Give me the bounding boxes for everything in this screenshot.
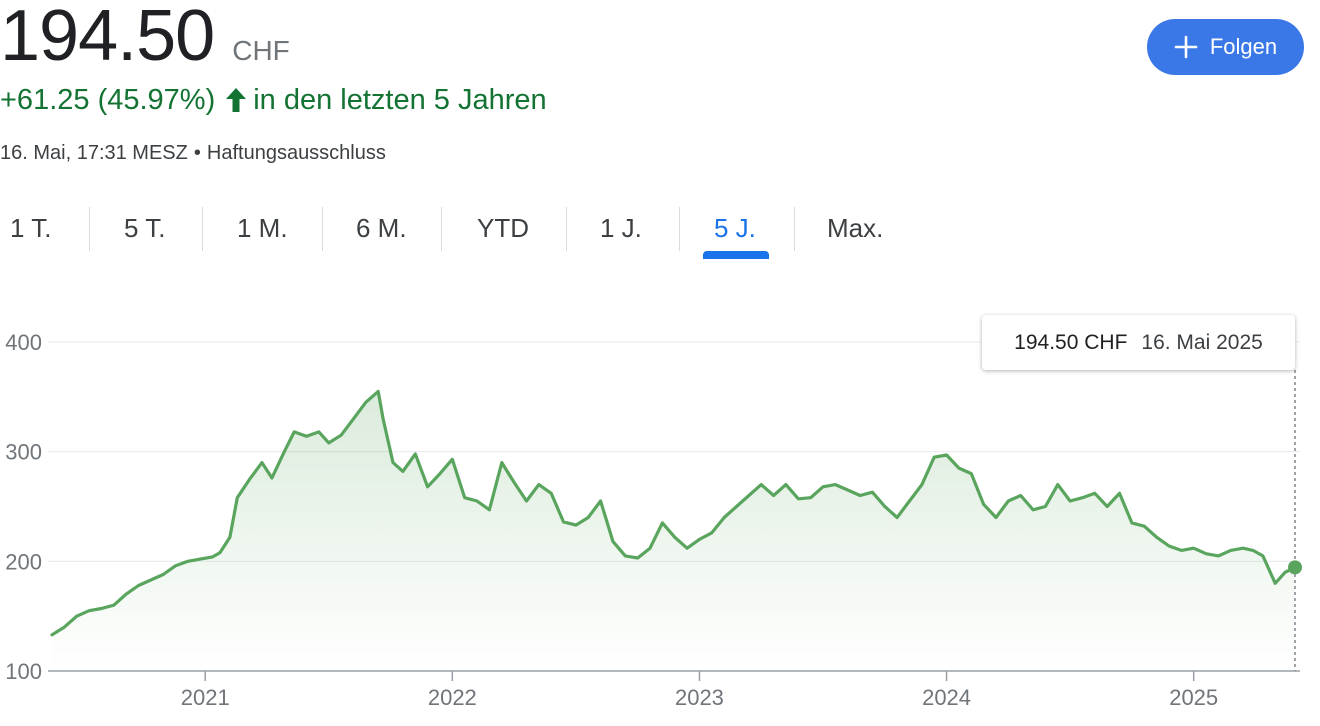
x-tick-label: 2021 bbox=[181, 685, 230, 710]
tab-divider bbox=[679, 207, 680, 251]
chart-tooltip: 194.50 CHF 16. Mai 2025 bbox=[982, 315, 1295, 370]
range-tabs: 1 T. 5 T. 1 M. 6 M. YTD 1 J. 5 J. Max. bbox=[0, 205, 900, 255]
y-tick-label: 100 bbox=[5, 659, 42, 684]
x-tick-label: 2023 bbox=[675, 685, 724, 710]
tab-ytd[interactable]: YTD bbox=[477, 213, 529, 243]
price-line bbox=[50, 389, 1297, 637]
follow-button[interactable]: Folgen bbox=[1147, 19, 1304, 75]
tab-divider bbox=[566, 207, 567, 251]
current-price: 194.50 bbox=[0, 0, 215, 76]
active-tab-indicator bbox=[703, 251, 769, 259]
last-price-point bbox=[1288, 560, 1302, 575]
change-period: in den letzten 5 Jahren bbox=[253, 84, 547, 116]
y-tick-label: 300 bbox=[5, 440, 42, 465]
tab-6-months[interactable]: 6 M. bbox=[356, 213, 407, 243]
y-axis: 100 200 300 400 bbox=[5, 330, 42, 684]
tab-divider bbox=[89, 207, 90, 251]
tab-max[interactable]: Max. bbox=[827, 213, 884, 243]
price-area-fill bbox=[52, 391, 1295, 671]
change-value: +61.25 (45.97%) bbox=[0, 84, 216, 116]
y-tick-label: 200 bbox=[5, 549, 42, 574]
tab-divider bbox=[441, 207, 442, 251]
x-tick-label: 2025 bbox=[1169, 685, 1218, 710]
tooltip-date: 16. Mai 2025 bbox=[1141, 330, 1263, 354]
price-change: +61.25 (45.97%) in den letzten 5 Jahren bbox=[0, 80, 547, 120]
y-tick-label: 400 bbox=[5, 330, 42, 355]
tab-5-years[interactable]: 5 J. bbox=[714, 213, 756, 243]
price-header: 194.50 CHF bbox=[0, 0, 290, 76]
currency-label: CHF bbox=[232, 35, 290, 66]
disclaimer-link[interactable]: Haftungsausschluss bbox=[206, 142, 386, 164]
tab-divider bbox=[202, 207, 203, 251]
x-tick-label: 2024 bbox=[922, 685, 971, 710]
separator-dot: • bbox=[193, 142, 201, 164]
tab-5-days[interactable]: 5 T. bbox=[124, 213, 166, 243]
tab-1-year[interactable]: 1 J. bbox=[600, 213, 642, 243]
quote-timestamp-row: 16. Mai, 17:31 MESZ • Haftungsausschluss bbox=[0, 140, 386, 166]
tab-1-day[interactable]: 1 T. bbox=[10, 213, 52, 243]
arrow-up-icon bbox=[223, 85, 249, 115]
tooltip-value: 194.50 CHF bbox=[1014, 330, 1128, 354]
x-axis: 2021 2022 2023 2024 2025 bbox=[181, 671, 1218, 710]
tab-divider bbox=[794, 207, 795, 251]
quote-timestamp: 16. Mai, 17:31 MESZ bbox=[0, 142, 188, 164]
plus-icon bbox=[1174, 35, 1198, 59]
follow-button-label: Folgen bbox=[1209, 34, 1278, 59]
price-chart[interactable]: 100 200 300 400 2021 2022 2023 2024 2025 bbox=[0, 300, 1320, 726]
tab-1-month[interactable]: 1 M. bbox=[237, 213, 288, 243]
x-tick-label: 2022 bbox=[428, 685, 477, 710]
tab-divider bbox=[322, 207, 323, 251]
